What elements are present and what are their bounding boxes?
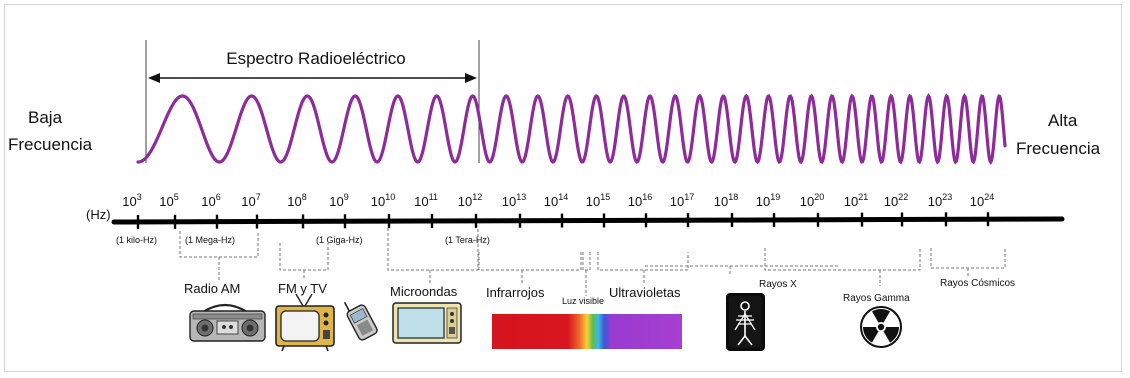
- axis-tick-label: 106: [201, 192, 220, 209]
- frequency-wave: [136, 93, 1007, 166]
- axis-tick-label: 1023: [928, 192, 952, 209]
- axis-tick-label: 1021: [844, 192, 868, 209]
- axis-tick-label: 1011: [414, 192, 438, 209]
- bracket-rayos-gamma: [764, 248, 921, 286]
- axis-tick-label: 107: [241, 192, 260, 209]
- band-label-fm-tv: FM y TV: [278, 281, 327, 296]
- marker-mega-hz: (1 Mega-Hz): [185, 235, 235, 245]
- band-label-ultravioletas: Ultravioletas: [609, 285, 681, 300]
- low-frequency-label-line2: Frecuencia: [8, 135, 93, 154]
- axis-tick-label: 1024: [970, 192, 994, 209]
- axis-tick-label: 1014: [544, 192, 568, 209]
- bracket-infrarrojos: [478, 252, 582, 284]
- bracket-rayos-x: [645, 265, 840, 274]
- bracket-microondas: [387, 228, 479, 284]
- band-label-rayos-cosmicos: Rayos Cósmicos: [940, 278, 1015, 289]
- band-label-rayos-gamma: Rayos Gamma: [843, 293, 910, 304]
- marker-tera-hz: (1 Tera-Hz): [445, 235, 490, 245]
- axis-tick-label: 1016: [628, 192, 652, 209]
- axis-tick-label: 1020: [800, 192, 824, 209]
- axis-tick-label: 108: [287, 192, 306, 209]
- band-label-microondas: Microondas: [390, 284, 458, 299]
- arrow-right-head: [465, 73, 477, 83]
- axis-tick-label: 1013: [502, 192, 526, 209]
- band-label-rayos-x: Rayos X: [759, 279, 797, 290]
- bracket-luz-visible: [582, 252, 591, 296]
- bracket-fm-tv: [279, 243, 329, 280]
- axis-unit-label: (Hz): [86, 207, 111, 222]
- arrow-left-head: [148, 73, 160, 83]
- radio-cassette-icon: [189, 303, 266, 342]
- band-label-luz-visible: Luz visible: [562, 296, 604, 306]
- low-frequency-label-line1: Baja: [28, 108, 63, 127]
- visible-spectrum-bar: [492, 314, 682, 349]
- microwave-oven-icon: [392, 302, 462, 344]
- axis-tick-label: 109: [329, 192, 348, 209]
- television-icon: [275, 293, 335, 352]
- radio-spectrum-title: Espectro Radioeléctrico: [226, 49, 406, 68]
- cell-phone-icon: [343, 301, 378, 341]
- marker-giga-hz: (1 Giga-Hz): [316, 235, 363, 245]
- radiation-icon: [860, 306, 902, 348]
- axis-tick-label: 1019: [756, 192, 780, 209]
- axis-tick-label: 1022: [884, 192, 908, 209]
- axis-ticks: 103 105 106 107 108 109 1010 1011 1012 1013 1014 10…: [122, 192, 994, 229]
- axis-tick-label: 103: [122, 192, 141, 209]
- frequency-axis: [111, 216, 1065, 225]
- axis-tick-label: 1015: [586, 192, 610, 209]
- band-label-infrarrojos: Infrarrojos: [486, 285, 545, 300]
- high-frequency-label-line2: Frecuencia: [1016, 139, 1101, 158]
- xray-film-icon: [726, 293, 765, 351]
- bracket-radio-am: [179, 231, 259, 280]
- marker-kilo-hz: (1 kilo-Hz): [116, 235, 157, 245]
- axis-tick-label: 1012: [458, 192, 482, 209]
- bracket-rayos-cosmicos: [930, 248, 1006, 276]
- axis-tick-label: 1010: [371, 192, 395, 209]
- axis-tick-label: 1018: [714, 192, 738, 209]
- bracket-ultravioletas: [597, 252, 689, 284]
- band-label-radio-am: Radio AM: [184, 281, 240, 296]
- axis-tick-label: 1017: [670, 192, 694, 209]
- high-frequency-label-line1: Alta: [1048, 111, 1078, 130]
- axis-tick-label: 105: [159, 192, 178, 209]
